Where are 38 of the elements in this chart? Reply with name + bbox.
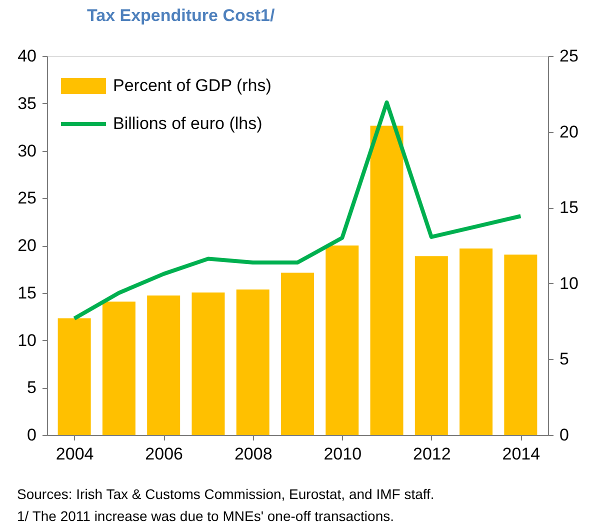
y2-tick-label: 15	[560, 198, 578, 218]
line-series	[72, 100, 523, 320]
y-tick-label: 40	[18, 46, 36, 66]
bar	[370, 126, 404, 435]
y2-tick-label: 10	[560, 274, 578, 293]
y-tick-label: 25	[18, 188, 36, 208]
bar	[414, 256, 448, 435]
x-tick-label: 2006	[145, 444, 184, 464]
x-tick-label: 2008	[234, 444, 272, 464]
bar	[102, 302, 136, 435]
source-note: Sources: Irish Tax & Customs Commission, Eurostat, and IMF staff.	[17, 486, 434, 502]
bar	[504, 254, 538, 435]
bar	[58, 318, 91, 435]
y-tick-label: 0	[27, 426, 36, 444]
y2-tick-label: 5	[560, 350, 569, 369]
bar	[147, 296, 180, 435]
bar	[460, 248, 493, 435]
y2-tick-label: 0	[560, 426, 569, 444]
y-tick-label: 10	[18, 330, 36, 350]
y-tick-label: 35	[18, 94, 36, 113]
y2-tick-label: 20	[560, 122, 578, 142]
bar	[192, 292, 225, 435]
y-tick-label: 5	[27, 378, 36, 398]
y2-tick-label: 25	[560, 46, 578, 66]
bar	[326, 246, 359, 435]
legend-label: Billions of euro (lhs)	[113, 114, 262, 133]
legend-label: Percent of GDP (rhs)	[113, 76, 272, 95]
x-tick-label: 2012	[412, 444, 451, 464]
text: 1/ The 2011 increase was due to MNEs' one-off transactions.	[17, 508, 394, 524]
x-tick-label: 2010	[324, 444, 362, 464]
y-tick-label: 15	[18, 283, 36, 302]
bar	[281, 272, 314, 435]
y-tick-label: 20	[18, 236, 36, 255]
x-tick-label: 2004	[56, 444, 94, 464]
bar	[236, 289, 270, 435]
y-tick-label: 30	[18, 141, 36, 160]
chart-title: Tax Expenditure Cost1/	[87, 6, 275, 25]
x-tick-label: 2014	[502, 444, 540, 464]
